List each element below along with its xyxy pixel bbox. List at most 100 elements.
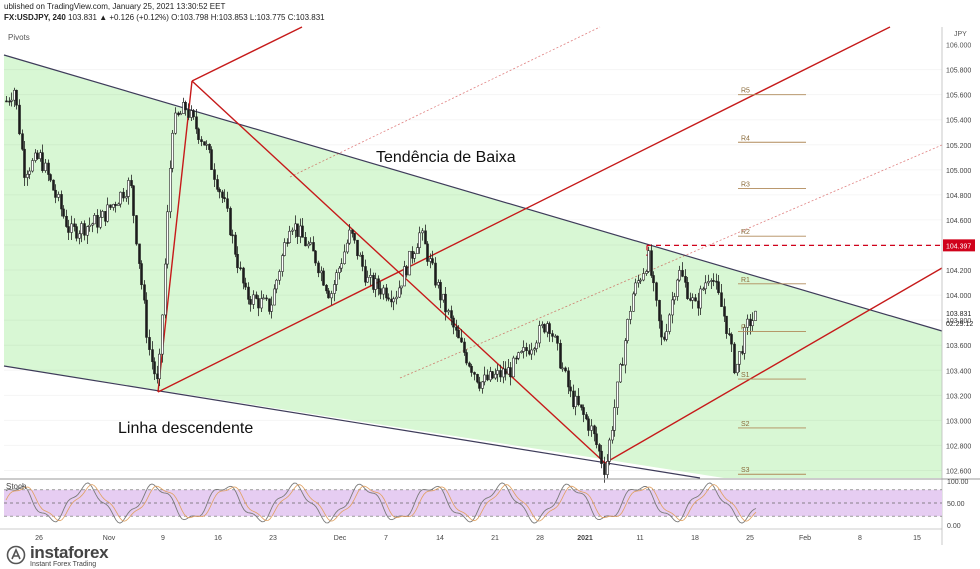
candle-body-236 <box>619 364 622 383</box>
candle-body-103 <box>273 288 276 306</box>
y-tick-top: 106.000 <box>946 43 971 50</box>
candle-body-83 <box>221 191 224 198</box>
candle-body-102 <box>270 304 273 312</box>
candle-body-125 <box>330 293 333 299</box>
candle-body-288 <box>754 310 757 321</box>
candle-body-183 <box>481 381 484 389</box>
candle-body-242 <box>634 282 637 295</box>
candle-body-197 <box>517 352 520 359</box>
candle-body-249 <box>652 275 655 284</box>
candle-body-277 <box>725 315 728 334</box>
candle-body-56 <box>151 349 154 363</box>
ohlc-values: O:103.798 H:103.853 L:103.775 C:103.831 <box>171 13 325 22</box>
stoch-tick-1: 50.00 <box>947 501 965 508</box>
annotation-line: Linha descendente <box>118 420 253 437</box>
candle-body-251 <box>658 300 661 322</box>
candle-body-110 <box>291 229 294 232</box>
candle-body-77 <box>205 143 208 146</box>
pivot-label-r5: R5 <box>741 88 750 95</box>
candle-body-220 <box>577 395 580 406</box>
candle-body-3 <box>13 89 16 101</box>
channel-layer <box>3 54 943 479</box>
candle-body-238 <box>624 340 627 366</box>
candle-body-161 <box>424 230 427 245</box>
candle-body-126 <box>333 284 336 294</box>
candle-body-30 <box>83 223 86 236</box>
candle-body-258 <box>676 279 679 297</box>
x-tick-label-5: Dec <box>334 535 347 542</box>
candle-body-200 <box>525 347 528 352</box>
candle-body-0 <box>5 100 8 103</box>
candle-body-227 <box>595 433 598 445</box>
candle-body-122 <box>322 270 325 286</box>
candle-body-128 <box>338 267 341 273</box>
candle-body-270 <box>707 281 710 284</box>
candle-body-5 <box>18 104 21 135</box>
candle-body-52 <box>140 263 143 286</box>
candle-body-169 <box>444 293 447 313</box>
y-tick-label-11: 103.600 <box>946 343 971 350</box>
candle-body-25 <box>70 223 73 233</box>
candle-body-255 <box>668 314 671 332</box>
candle-body-217 <box>569 386 572 392</box>
candle-body-19 <box>54 189 57 198</box>
candles-layer <box>5 87 757 483</box>
candle-body-192 <box>504 368 507 375</box>
candle-body-99 <box>262 297 265 300</box>
candle-body-98 <box>260 298 263 309</box>
candle-body-228 <box>598 444 601 452</box>
pivot-label-s3: S3 <box>741 467 750 474</box>
y-tick-label-13: 103.200 <box>946 393 971 400</box>
watermark-brand: instaforex <box>30 543 109 562</box>
price-axis: JPY 106.000 105.800 105.600 105.400 105.200 10… <box>941 27 975 545</box>
candle-body-85 <box>226 198 229 209</box>
candle-body-4 <box>15 89 18 106</box>
candle-body-149 <box>392 298 395 303</box>
symbol-label: FX:USDJPY, 240 <box>4 13 66 22</box>
pivot-label-s2: S2 <box>741 421 750 428</box>
candle-body-57 <box>153 361 156 375</box>
watermark: instaforex Instant Forex Trading <box>6 543 109 568</box>
candle-body-287 <box>751 320 754 327</box>
channel-upper-line <box>3 54 943 332</box>
candle-body-116 <box>307 243 310 247</box>
candle-body-8 <box>26 173 29 178</box>
candle-body-219 <box>574 395 577 408</box>
y-tick-label-0: 105.800 <box>946 68 971 75</box>
x-tick-label-3: 16 <box>214 535 222 542</box>
candle-body-79 <box>210 149 213 170</box>
candle-body-54 <box>145 299 148 338</box>
x-tick-label-16: 15 <box>913 535 921 542</box>
candle-body-265 <box>694 297 697 302</box>
candle-body-23 <box>65 215 68 227</box>
pivots-indicator-label[interactable]: Pivots <box>8 33 30 42</box>
stoch-indicator-label[interactable]: Stoch <box>6 482 27 491</box>
candle-body-190 <box>499 370 502 378</box>
candle-body-16 <box>47 162 50 175</box>
grid-layer <box>4 69 942 471</box>
candle-body-160 <box>421 230 424 234</box>
x-tick-label-7: 14 <box>436 535 444 542</box>
y-tick-label-10: 103.800 <box>946 318 971 325</box>
pivots-layer: R5 R4 R3 R2 R1 P S1 S2 S3 <box>738 88 806 475</box>
candle-body-129 <box>340 263 343 269</box>
x-tick-label-10: 2021 <box>577 535 593 542</box>
candle-body-167 <box>439 282 442 301</box>
candle-body-74 <box>197 128 200 140</box>
candle-body-49 <box>132 185 135 216</box>
candle-body-130 <box>343 251 346 264</box>
candle-body-212 <box>556 335 559 344</box>
candle-body-178 <box>468 362 471 367</box>
candle-body-7 <box>23 148 26 178</box>
candle-body-21 <box>60 194 63 210</box>
candle-body-172 <box>452 317 455 328</box>
rising-channel-line <box>157 26 891 393</box>
x-tick-label-4: 23 <box>269 535 277 542</box>
candle-body-76 <box>203 141 206 146</box>
candle-body-268 <box>702 288 705 291</box>
stoch-tick-2: 0.00 <box>947 523 961 530</box>
y-tick-label-1: 105.600 <box>946 93 971 100</box>
x-tick-label-1: Nov <box>103 535 116 542</box>
candle-body-180 <box>473 372 476 375</box>
candle-body-60 <box>161 314 164 355</box>
